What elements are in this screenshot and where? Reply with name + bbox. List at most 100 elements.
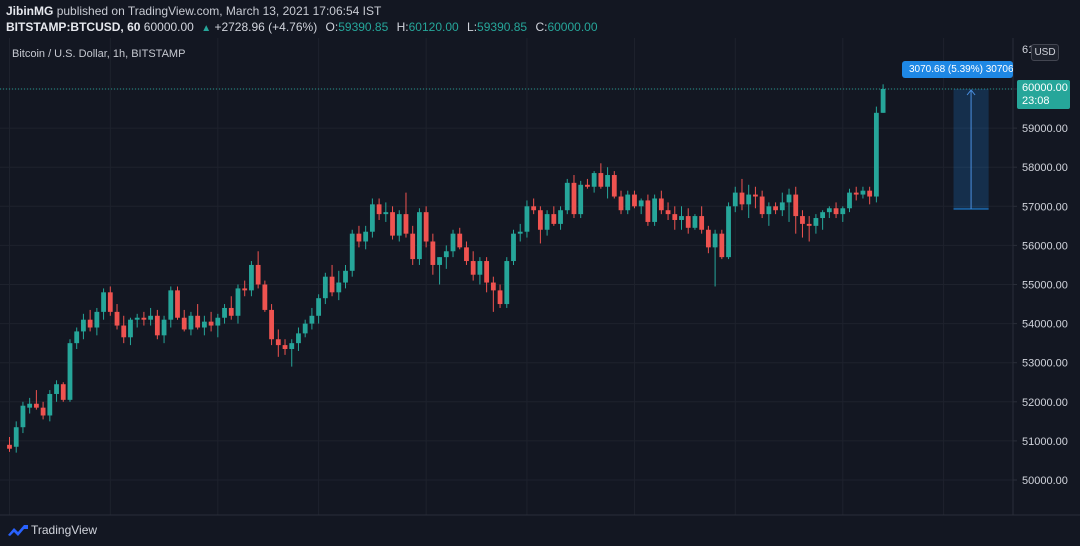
candle-body: [531, 206, 537, 211]
candle-body: [665, 210, 671, 215]
candle-up: [74, 327, 80, 350]
candle-down: [255, 251, 261, 289]
candle-down: [423, 206, 429, 248]
candle-body: [309, 315, 315, 324]
publish-info: JibinMG published on TradingView.com, Ma…: [6, 4, 381, 18]
measurement-tool[interactable]: [953, 89, 989, 210]
candle-up: [712, 229, 718, 287]
candle-body: [47, 393, 53, 416]
candle-down: [7, 436, 12, 452]
candle-down: [759, 190, 765, 219]
candle-body: [867, 190, 873, 197]
candle-body: [54, 384, 59, 394]
candle-body: [201, 321, 207, 328]
price-axis[interactable]: 60000.00 59000.00 58000.00 57000.00 56000.00…: [1013, 44, 1068, 487]
candle-body: [578, 184, 584, 215]
candle-up: [437, 257, 442, 285]
last-price-tag: 60000.00 23:08: [1017, 80, 1070, 109]
candle-up: [215, 313, 221, 338]
candle-down: [228, 296, 234, 320]
candle-up: [27, 397, 33, 414]
candle-body: [33, 403, 39, 408]
candle-body: [188, 315, 194, 330]
candle-up: [826, 206, 832, 219]
candle-body: [40, 407, 46, 416]
last-price-value: 60000.00: [1022, 82, 1068, 94]
candle-down: [470, 251, 476, 281]
candle-down: [571, 175, 577, 219]
candle-body: [302, 323, 308, 334]
candle-body: [726, 206, 731, 258]
axis-separators: [0, 38, 1080, 516]
candle-up: [873, 106, 879, 203]
candle-up: [296, 327, 301, 351]
candle-up: [726, 202, 731, 260]
candle-down: [773, 202, 778, 215]
candle-body: [336, 282, 342, 293]
candle-body: [369, 204, 375, 232]
price-axis-tick: 51000.00: [1022, 436, 1068, 448]
tradingview-logo-icon[interactable]: [7, 523, 29, 538]
candle-body: [457, 233, 463, 248]
candle-body: [275, 339, 281, 346]
candle-body: [443, 251, 449, 258]
candle-body: [181, 317, 187, 330]
candle-up: [847, 188, 852, 213]
candle-body: [847, 192, 852, 209]
candle-body: [383, 212, 389, 215]
candle-up: [511, 229, 516, 265]
candle-body: [585, 184, 590, 187]
candle-up: [128, 317, 133, 346]
candle-up: [148, 307, 154, 326]
candle-body: [699, 216, 705, 230]
candle-up: [443, 245, 449, 269]
candle-body: [430, 241, 436, 265]
candle-down: [632, 190, 637, 209]
candle-body: [208, 321, 214, 326]
candle-body: [87, 319, 93, 328]
candle-body: [484, 261, 490, 283]
candle-down: [121, 315, 127, 344]
candle-up: [396, 210, 402, 242]
candle-body: [591, 173, 597, 187]
candle-body: [67, 343, 73, 400]
candle-body: [296, 333, 301, 344]
high-value: 60120.00: [408, 20, 459, 34]
candle-up: [369, 198, 375, 238]
candle-up: [302, 319, 308, 338]
candle-body: [329, 276, 335, 293]
candle-up: [168, 286, 174, 328]
candle-body: [558, 210, 563, 224]
candle-body: [793, 194, 799, 217]
candle-body: [134, 317, 140, 320]
candle-body: [564, 182, 570, 211]
candle-body: [289, 343, 295, 350]
candle-up: [94, 307, 100, 336]
candle-body: [450, 233, 456, 252]
candle-up: [349, 229, 355, 277]
author-name[interactable]: JibinMG: [6, 4, 54, 18]
candle-body: [228, 307, 234, 316]
candle-up: [101, 288, 106, 320]
candle-up: [591, 171, 597, 193]
candle-up: [201, 315, 207, 336]
price-axis-tick: 57000.00: [1022, 201, 1068, 213]
tradingview-brand[interactable]: TradingView: [31, 523, 98, 537]
candle-up: [605, 167, 610, 199]
chart-canvas[interactable]: Bitcoin / U.S. Dollar, 1h, BITSTAMP 6000…: [0, 38, 1080, 516]
candle-body: [262, 284, 268, 310]
candle-body: [249, 264, 254, 291]
symbol-name[interactable]: BITSTAMP:BTCUSD, 60: [6, 20, 141, 34]
open-value: 59390.85: [338, 20, 389, 34]
candle-body: [356, 233, 362, 242]
candle-body: [759, 196, 765, 215]
candle-body: [880, 89, 886, 113]
candle-body: [255, 264, 261, 285]
candle-body: [497, 290, 503, 305]
candle-down: [390, 206, 395, 240]
candle-body: [60, 384, 66, 400]
currency-button[interactable]: USD: [1031, 44, 1059, 61]
candle-up: [544, 210, 550, 236]
candle-body: [658, 198, 664, 211]
candle-up: [517, 223, 523, 242]
